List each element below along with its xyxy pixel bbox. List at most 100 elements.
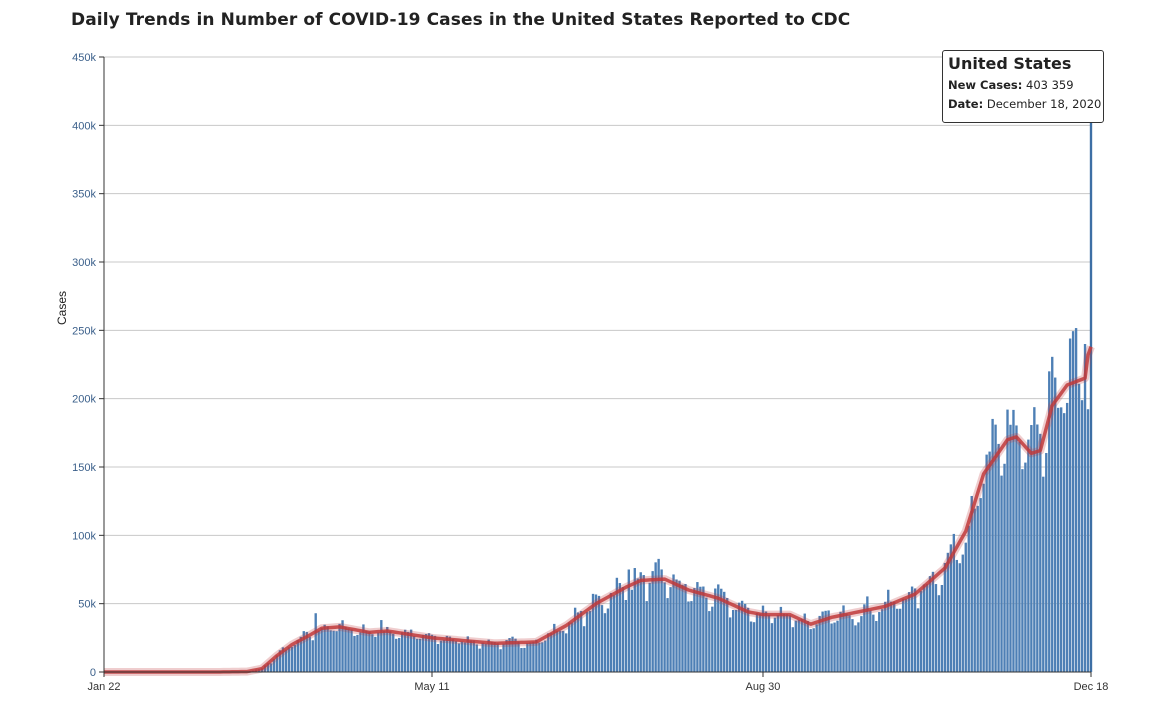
daily-bar[interactable] <box>681 584 684 672</box>
daily-bar[interactable] <box>812 628 815 672</box>
daily-bar[interactable] <box>433 635 437 672</box>
daily-bar[interactable] <box>764 611 768 672</box>
daily-bar[interactable] <box>1051 356 1054 672</box>
daily-bar[interactable] <box>600 605 604 672</box>
daily-bar[interactable] <box>731 609 735 672</box>
daily-bar[interactable] <box>329 630 332 672</box>
bars-group[interactable] <box>219 120 1093 673</box>
daily-bar[interactable] <box>720 588 723 672</box>
daily-bar[interactable] <box>836 620 839 672</box>
daily-bar[interactable] <box>630 589 633 672</box>
daily-bar[interactable] <box>550 632 553 672</box>
daily-bar[interactable] <box>579 611 583 672</box>
daily-bar[interactable] <box>848 615 851 672</box>
daily-bar[interactable] <box>940 585 944 672</box>
daily-bar[interactable] <box>591 593 595 672</box>
daily-bar[interactable] <box>791 627 794 672</box>
daily-bar[interactable] <box>904 598 908 672</box>
daily-bar[interactable] <box>559 630 562 672</box>
daily-bar[interactable] <box>1057 407 1060 672</box>
daily-bar[interactable] <box>573 607 577 672</box>
daily-bar[interactable] <box>469 640 472 672</box>
daily-bar[interactable] <box>755 612 759 672</box>
daily-bar[interactable] <box>967 525 970 672</box>
daily-bar[interactable] <box>496 643 499 672</box>
daily-bar[interactable] <box>392 633 395 672</box>
daily-bar[interactable] <box>952 533 956 672</box>
daily-bar[interactable] <box>675 579 678 672</box>
daily-bar[interactable] <box>275 655 279 672</box>
daily-bar[interactable] <box>535 639 538 672</box>
daily-bar[interactable] <box>878 612 881 672</box>
daily-bar[interactable] <box>481 642 484 672</box>
daily-bar[interactable] <box>1059 407 1063 672</box>
daily-bar[interactable] <box>606 608 610 672</box>
daily-bar[interactable] <box>314 613 317 672</box>
daily-bar[interactable] <box>651 571 654 672</box>
daily-bar[interactable] <box>302 631 305 672</box>
daily-bar[interactable] <box>737 602 741 672</box>
daily-bar[interactable] <box>842 605 845 672</box>
daily-bar[interactable] <box>758 613 762 672</box>
daily-bar[interactable] <box>648 582 651 672</box>
daily-bar[interactable] <box>624 600 628 672</box>
daily-bar[interactable] <box>395 638 398 672</box>
daily-bar[interactable] <box>350 629 353 672</box>
daily-bar[interactable] <box>290 646 294 672</box>
daily-bar[interactable] <box>1039 433 1042 672</box>
daily-bar[interactable] <box>869 610 872 672</box>
daily-bar[interactable] <box>687 601 690 672</box>
daily-bar[interactable] <box>797 619 800 672</box>
daily-bar[interactable] <box>782 613 786 672</box>
daily-bar[interactable] <box>973 508 976 672</box>
daily-bar[interactable] <box>1033 407 1036 672</box>
daily-bar[interactable] <box>785 614 789 672</box>
daily-bar[interactable] <box>907 592 911 672</box>
daily-bar[interactable] <box>949 544 953 672</box>
daily-bar[interactable] <box>517 641 520 672</box>
daily-bar[interactable] <box>1036 424 1039 673</box>
daily-bar[interactable] <box>717 584 720 672</box>
daily-bar[interactable] <box>800 618 803 672</box>
daily-bar[interactable] <box>830 623 833 672</box>
daily-bar[interactable] <box>770 623 774 672</box>
daily-bar[interactable] <box>582 626 586 672</box>
daily-bar[interactable] <box>872 614 875 672</box>
daily-bar[interactable] <box>317 630 320 672</box>
daily-bar[interactable] <box>946 552 950 672</box>
daily-bar[interactable] <box>347 628 350 672</box>
daily-bar[interactable] <box>263 665 267 672</box>
daily-bar[interactable] <box>1054 377 1057 672</box>
daily-bar[interactable] <box>293 644 297 672</box>
daily-bar[interactable] <box>576 612 580 672</box>
daily-bar[interactable] <box>421 634 425 672</box>
daily-bar[interactable] <box>538 642 541 672</box>
daily-bar[interactable] <box>612 595 616 672</box>
daily-bar[interactable] <box>887 589 890 672</box>
daily-bar[interactable] <box>398 637 401 672</box>
daily-bar[interactable] <box>308 636 311 672</box>
daily-bar[interactable] <box>526 643 529 672</box>
daily-bar[interactable] <box>427 633 431 672</box>
daily-bar[interactable] <box>499 649 502 672</box>
daily-bar[interactable] <box>594 594 598 672</box>
daily-bar[interactable] <box>705 597 708 672</box>
daily-bar[interactable] <box>281 647 285 672</box>
daily-bar[interactable] <box>1018 441 1021 672</box>
daily-bar[interactable] <box>910 586 914 672</box>
daily-bar[interactable] <box>749 621 753 672</box>
daily-bar[interactable] <box>532 641 535 672</box>
daily-bar[interactable] <box>875 621 878 672</box>
daily-bar[interactable] <box>523 647 526 672</box>
daily-bar[interactable] <box>964 542 967 672</box>
daily-bar[interactable] <box>693 588 696 672</box>
daily-bar[interactable] <box>401 632 404 672</box>
daily-bar[interactable] <box>609 592 613 672</box>
daily-bar[interactable] <box>696 582 699 672</box>
daily-bar[interactable] <box>412 636 416 672</box>
daily-bar[interactable] <box>672 574 675 672</box>
daily-bar[interactable] <box>955 559 958 672</box>
daily-bar[interactable] <box>639 572 642 672</box>
daily-bar[interactable] <box>1068 338 1072 672</box>
